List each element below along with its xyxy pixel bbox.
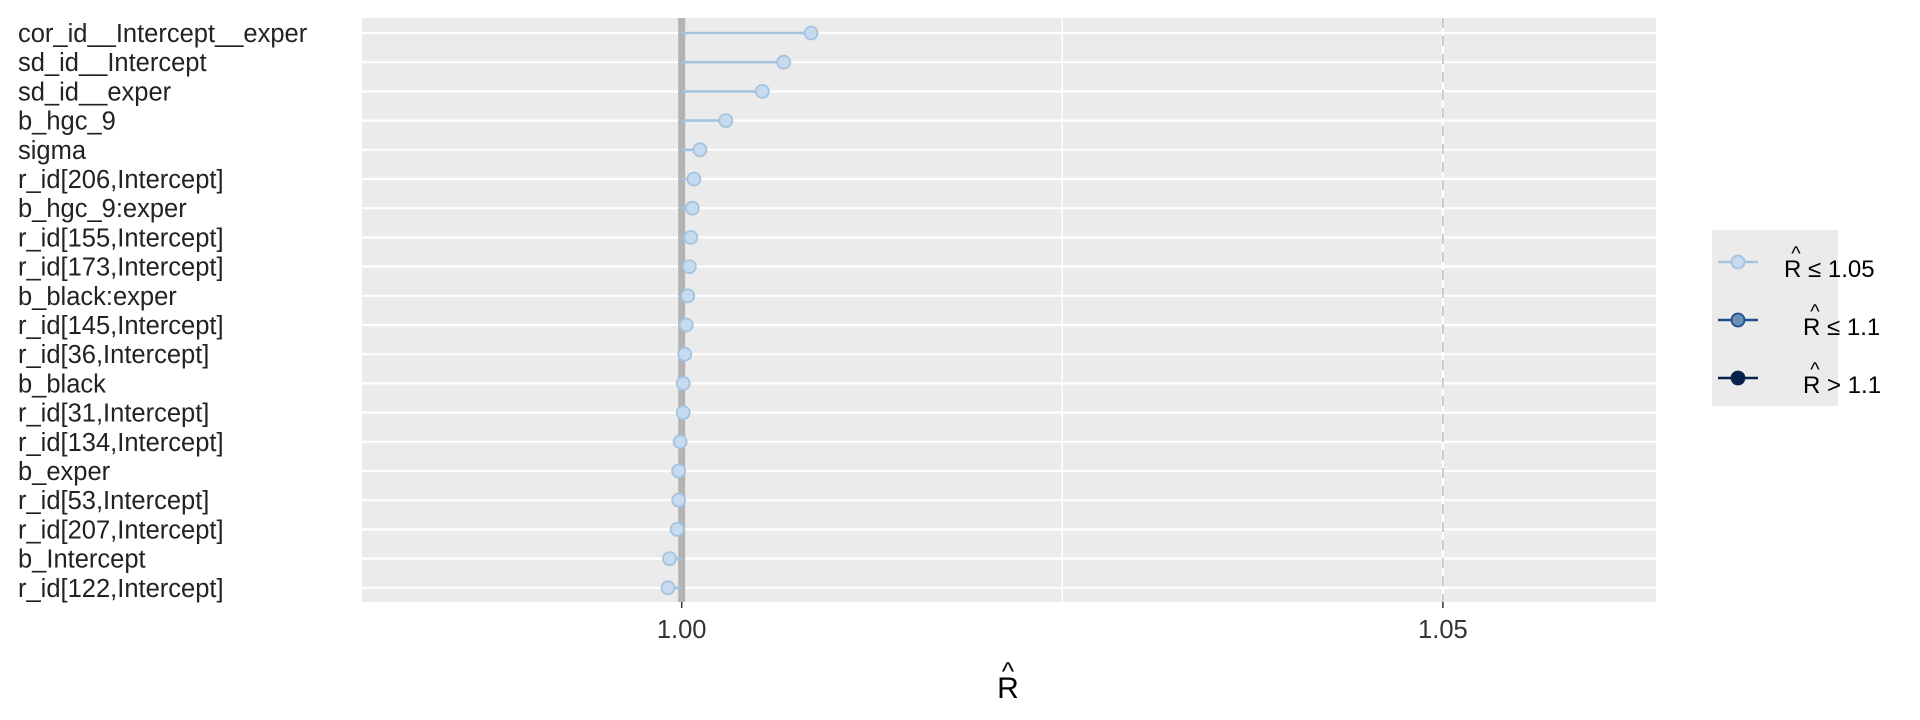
legend-key-point [1730, 370, 1746, 386]
y-tick-label: r_id[122,Intercept] [18, 575, 224, 603]
legend-key-point [1730, 254, 1746, 270]
rhat-point [681, 259, 697, 275]
panel-background [362, 18, 1656, 602]
legend-label: R ≤ 1.1 [1803, 314, 1880, 341]
x-axis-title-text: R [997, 672, 1019, 705]
rhat-point [675, 375, 691, 391]
rhat-point [662, 551, 677, 566]
rhat-point [669, 522, 685, 537]
rhat-point [660, 580, 676, 596]
y-tick-labels: cor_id__Intercept__expersd_id__Intercept… [18, 20, 308, 603]
rhat-point [678, 317, 694, 333]
rhat-point [680, 288, 696, 304]
legend-label: R > 1.1 [1803, 372, 1881, 399]
y-tick-label: r_id[207,Intercept] [18, 516, 224, 544]
x-axis-title: ^ R [997, 656, 1019, 705]
x-tick-labels: 1.00 1.05 [657, 602, 1468, 644]
rhat-point [671, 492, 687, 508]
y-tick-label: b_Intercept [18, 546, 146, 574]
legend-label-hat: ^ [1791, 243, 1801, 265]
rhat-point [686, 171, 702, 187]
rhat-point [683, 229, 699, 245]
y-tick-label: sd_id__exper [18, 78, 172, 106]
y-tick-label: b_hgc_9:exper [18, 195, 187, 223]
legend-label-hat: ^ [1810, 301, 1820, 323]
legend-label: R ≤ 1.05 [1784, 256, 1875, 283]
y-tick-label: b_black [18, 370, 106, 398]
y-tick-label: sigma [18, 137, 87, 165]
legend: ^R ≤ 1.05^R ≤ 1.1^R > 1.1 [1712, 230, 1881, 406]
rhat-point [718, 113, 734, 128]
y-tick-label: r_id[36,Intercept] [18, 341, 209, 369]
y-tick-label: r_id[173,Intercept] [18, 254, 224, 282]
y-tick-label: b_exper [18, 458, 111, 486]
y-tick-label: b_hgc_9 [18, 108, 116, 136]
y-tick-label: sd_id__Intercept [18, 49, 207, 77]
points-layer [660, 25, 819, 596]
y-tick-label: r_id[155,Intercept] [18, 224, 224, 252]
y-tick-label: r_id[31,Intercept] [18, 400, 209, 428]
y-tick-label: r_id[206,Intercept] [18, 166, 224, 194]
y-tick-label: r_id[134,Intercept] [18, 429, 224, 457]
rhat-point [671, 463, 687, 479]
rhat-point [684, 200, 700, 216]
rhat-point [672, 434, 688, 450]
y-tick-label: r_id[145,Intercept] [18, 312, 224, 340]
legend-key-point [1730, 312, 1746, 328]
y-tick-label: b_black:exper [18, 283, 177, 311]
y-tick-label: cor_id__Intercept__exper [18, 20, 308, 48]
y-tick-label: r_id[53,Intercept] [18, 487, 209, 515]
rhat-point [803, 25, 819, 41]
legend-label-hat: ^ [1810, 359, 1820, 381]
grid-layer [362, 18, 1656, 602]
rhat-point [776, 54, 792, 70]
x-tick-label: 1.05 [1418, 616, 1468, 644]
rhat-point [677, 346, 693, 362]
x-axis-title-hat: ^ [1002, 656, 1015, 686]
rhat-point [675, 405, 691, 421]
x-tick-label: 1.00 [657, 616, 707, 644]
rhat-point [754, 84, 770, 99]
rhat-point [692, 142, 708, 158]
